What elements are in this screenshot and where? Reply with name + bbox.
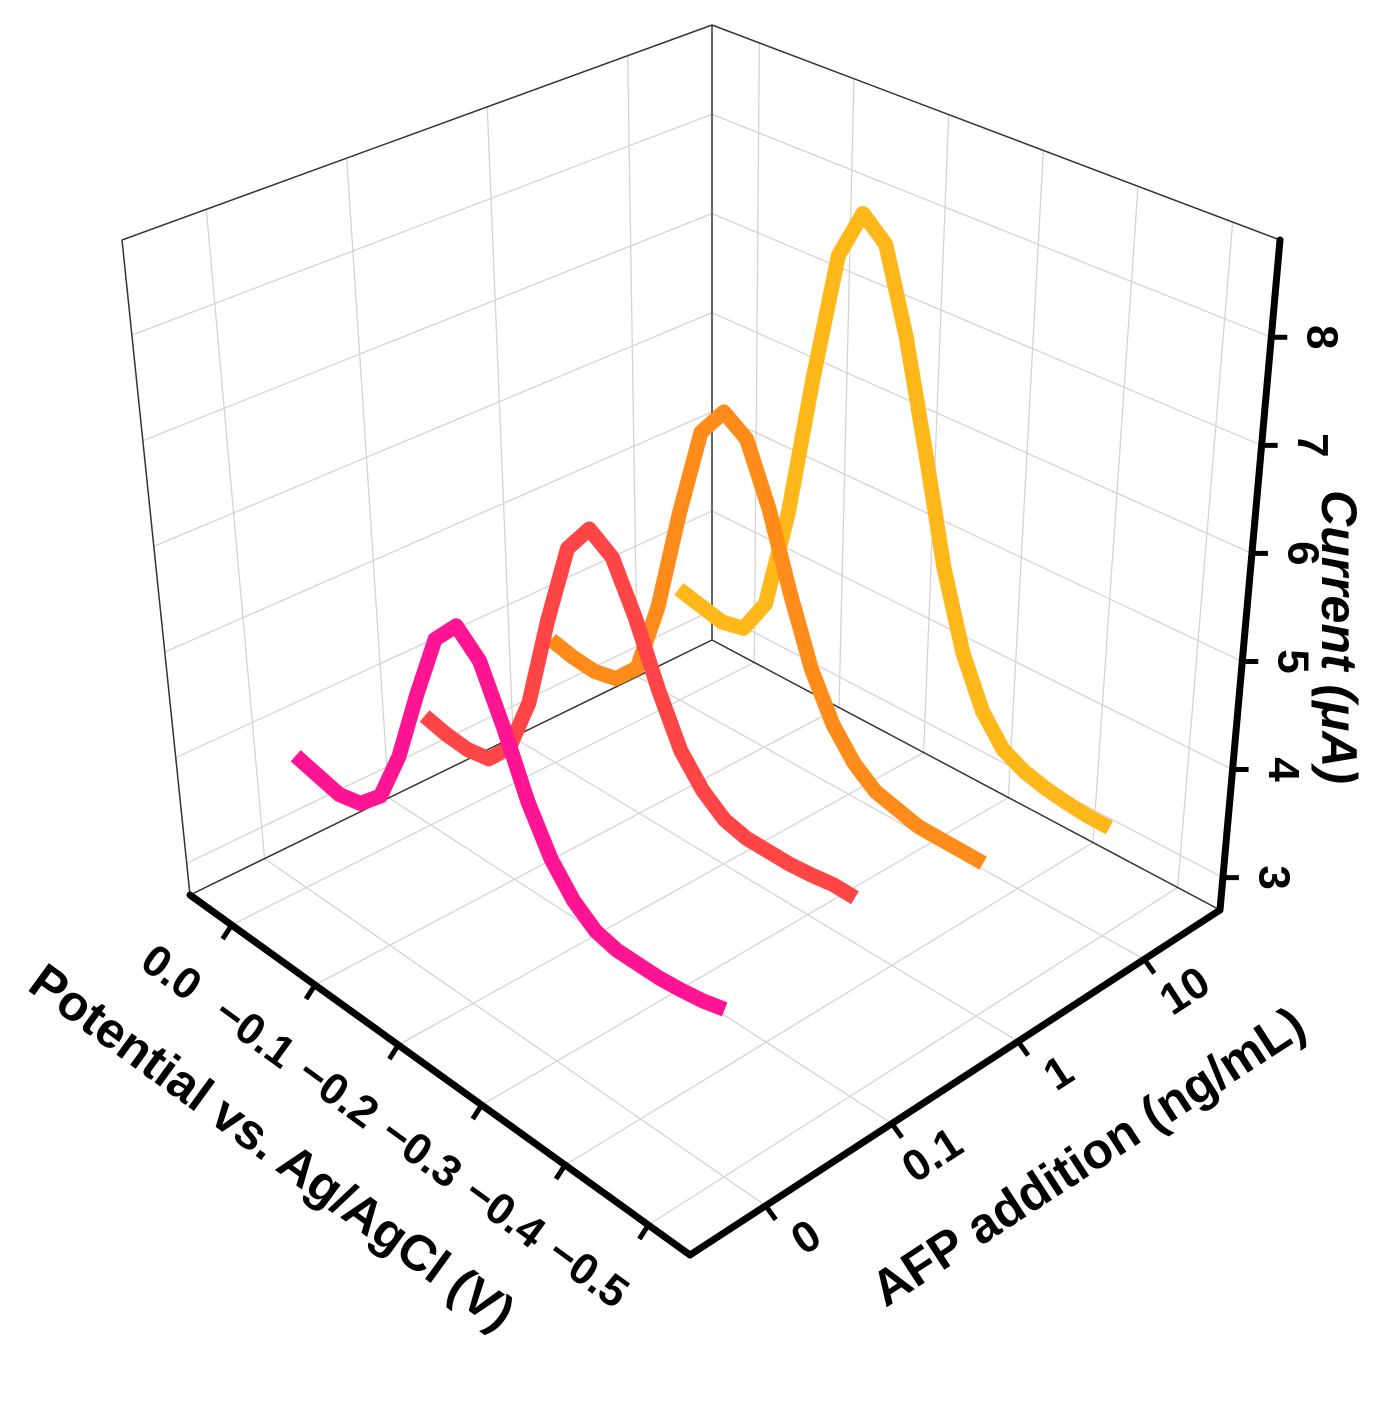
x-tick xyxy=(470,1103,484,1121)
x-tick xyxy=(553,1163,568,1181)
z-tick-label: 3 xyxy=(1249,865,1298,889)
grid-line xyxy=(481,796,1009,1106)
z-tick-label: 4 xyxy=(1259,757,1308,782)
grid-line xyxy=(647,886,1179,1226)
category-tick xyxy=(1142,957,1157,975)
grid-line xyxy=(205,209,266,859)
grid-line xyxy=(564,841,1094,1166)
z-tick-label: 8 xyxy=(1298,325,1347,349)
grid-line xyxy=(923,114,950,753)
grid-line xyxy=(486,106,514,738)
z-tick-label: 5 xyxy=(1269,649,1318,673)
z-tick-label: 6 xyxy=(1278,541,1327,565)
grid-line xyxy=(314,706,840,986)
grid-line xyxy=(346,158,390,798)
grid-line xyxy=(153,312,713,547)
x-tick xyxy=(303,983,318,1001)
grid-line xyxy=(398,751,924,1046)
category-tick xyxy=(1016,1039,1031,1057)
grid-line xyxy=(512,736,1019,1042)
grid-line xyxy=(1007,150,1044,798)
data-ribbon xyxy=(674,206,1114,835)
z-tick-label: 7 xyxy=(1288,433,1337,457)
data-ribbon xyxy=(290,618,728,1017)
grid-line xyxy=(164,411,713,653)
data-ribbon xyxy=(546,404,987,870)
x-tick xyxy=(220,923,234,941)
grid-line xyxy=(753,42,760,663)
grid-line xyxy=(1092,186,1139,843)
grid-line xyxy=(637,675,1145,960)
category-tick xyxy=(889,1122,904,1140)
box-edge xyxy=(121,24,713,241)
z-axis xyxy=(1216,236,1284,914)
grid-line xyxy=(1177,222,1234,888)
category-axis xyxy=(686,906,1224,1259)
box-edge xyxy=(189,639,713,896)
grid-line xyxy=(142,212,713,442)
grid-line xyxy=(264,858,767,1207)
x-axis xyxy=(186,891,694,1259)
grid-line xyxy=(838,78,855,708)
grid-line xyxy=(711,609,1224,879)
data-ribbon xyxy=(419,521,859,905)
grid-line xyxy=(711,113,1272,338)
grid-line xyxy=(711,312,1253,554)
x-tick xyxy=(387,1043,401,1061)
box-edge xyxy=(711,639,1221,911)
category-tick xyxy=(763,1204,778,1222)
grid-line xyxy=(711,510,1233,771)
grid-line xyxy=(131,113,713,336)
z-axis-title: Current (μA) xyxy=(1311,490,1367,784)
grid-line xyxy=(711,212,1262,446)
grid-line xyxy=(627,55,639,677)
box-edge xyxy=(711,24,1281,241)
box-edge xyxy=(121,239,191,896)
x-tick xyxy=(637,1223,651,1241)
